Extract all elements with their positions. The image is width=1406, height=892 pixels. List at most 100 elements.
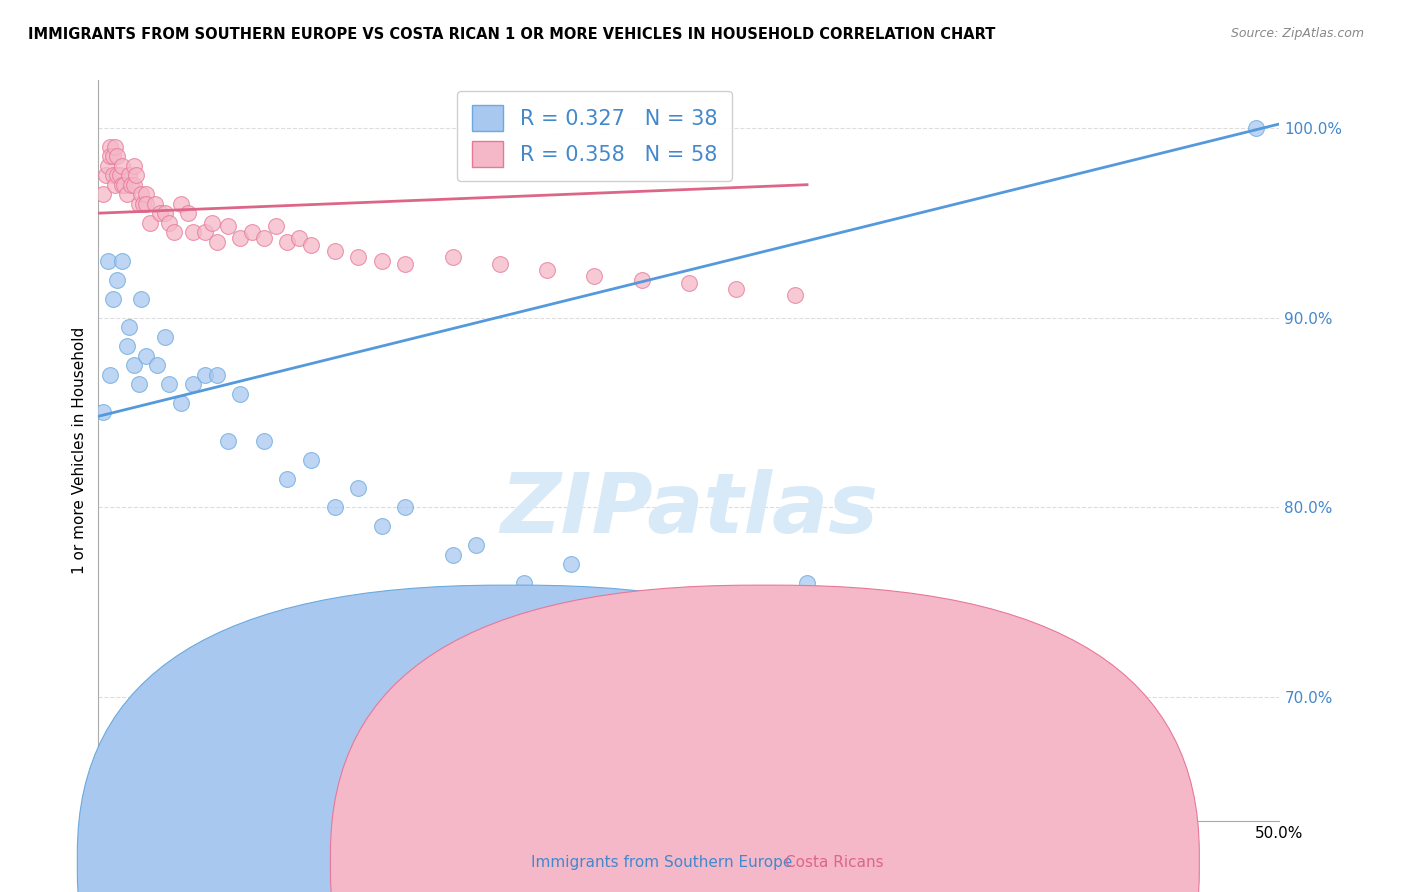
Point [98, 139, 121, 153]
Text: Immigrants from Southern Europe: Immigrants from Southern Europe [531, 855, 793, 870]
Point [101, 149, 124, 163]
Point [111, 159, 134, 173]
Point [194, 225, 217, 239]
Point [253, 231, 276, 245]
Point [97, 253, 120, 268]
Point [583, 268, 606, 283]
Point [489, 257, 512, 271]
Point [153, 206, 176, 220]
Point [111, 253, 134, 268]
Point [630, 272, 652, 286]
Point [170, 396, 193, 410]
Point [536, 263, 558, 277]
Point [229, 231, 252, 245]
Point [97, 159, 120, 173]
Point [678, 277, 700, 291]
Point [181, 225, 204, 239]
Point [115, 187, 138, 202]
Point [323, 244, 346, 259]
Point [104, 139, 127, 153]
Point [125, 168, 148, 182]
Point [347, 250, 370, 264]
Point [702, 633, 724, 648]
Point [98, 368, 121, 382]
Point [118, 320, 141, 334]
Point [276, 235, 298, 249]
Point [157, 216, 180, 230]
Point [181, 377, 204, 392]
Point [135, 196, 157, 211]
Point [128, 377, 150, 392]
Point [122, 358, 145, 372]
Point [796, 576, 818, 591]
Point [299, 453, 322, 467]
Point [91, 187, 114, 202]
Point [163, 225, 186, 239]
Point [560, 558, 582, 572]
Point [91, 405, 114, 419]
Point [94, 168, 117, 182]
Point [323, 500, 346, 515]
Point [111, 178, 134, 192]
Point [115, 339, 138, 353]
Point [725, 282, 748, 296]
Point [157, 377, 180, 392]
Point [105, 272, 128, 286]
Point [1244, 120, 1267, 135]
Point [253, 434, 276, 448]
FancyBboxPatch shape [330, 585, 1199, 892]
Point [143, 196, 166, 211]
Point [394, 500, 416, 515]
Point [630, 605, 652, 619]
Point [105, 149, 128, 163]
Point [153, 329, 176, 343]
Point [104, 178, 127, 192]
Point [101, 168, 124, 182]
Point [217, 434, 239, 448]
Point [217, 219, 239, 234]
Point [371, 519, 394, 533]
Text: IMMIGRANTS FROM SOUTHERN EUROPE VS COSTA RICAN 1 OR MORE VEHICLES IN HOUSEHOLD C: IMMIGRANTS FROM SOUTHERN EUROPE VS COSTA… [28, 27, 995, 42]
Point [135, 187, 157, 202]
Point [149, 206, 172, 220]
Point [101, 292, 124, 306]
FancyBboxPatch shape [77, 585, 946, 892]
Point [132, 196, 155, 211]
Point [512, 576, 534, 591]
Point [394, 257, 416, 271]
Text: Source: ZipAtlas.com: Source: ZipAtlas.com [1230, 27, 1364, 40]
Point [240, 225, 263, 239]
Text: ZIPatlas: ZIPatlas [501, 469, 877, 550]
Point [129, 187, 152, 202]
Point [128, 196, 150, 211]
Y-axis label: 1 or more Vehicles in Household: 1 or more Vehicles in Household [72, 326, 87, 574]
Point [177, 206, 200, 220]
Point [299, 238, 322, 252]
Point [170, 196, 193, 211]
Point [205, 368, 228, 382]
Point [121, 178, 143, 192]
Text: Costa Ricans: Costa Ricans [785, 855, 883, 870]
Point [135, 349, 157, 363]
Point [108, 168, 131, 182]
Point [441, 548, 464, 562]
Point [118, 168, 141, 182]
Point [229, 386, 252, 401]
Point [785, 287, 807, 301]
Point [264, 219, 287, 234]
Point [129, 292, 152, 306]
Point [146, 358, 169, 372]
Point [112, 178, 135, 192]
Legend: R = 0.327   N = 38, R = 0.358   N = 58: R = 0.327 N = 38, R = 0.358 N = 58 [457, 91, 731, 181]
Point [205, 235, 228, 249]
Point [122, 178, 145, 192]
Point [276, 472, 298, 486]
Point [288, 231, 311, 245]
Point [98, 149, 121, 163]
Point [1102, 738, 1125, 752]
Point [371, 253, 394, 268]
Point [105, 168, 128, 182]
Point [914, 652, 936, 666]
Point [465, 538, 488, 552]
Point [139, 216, 162, 230]
